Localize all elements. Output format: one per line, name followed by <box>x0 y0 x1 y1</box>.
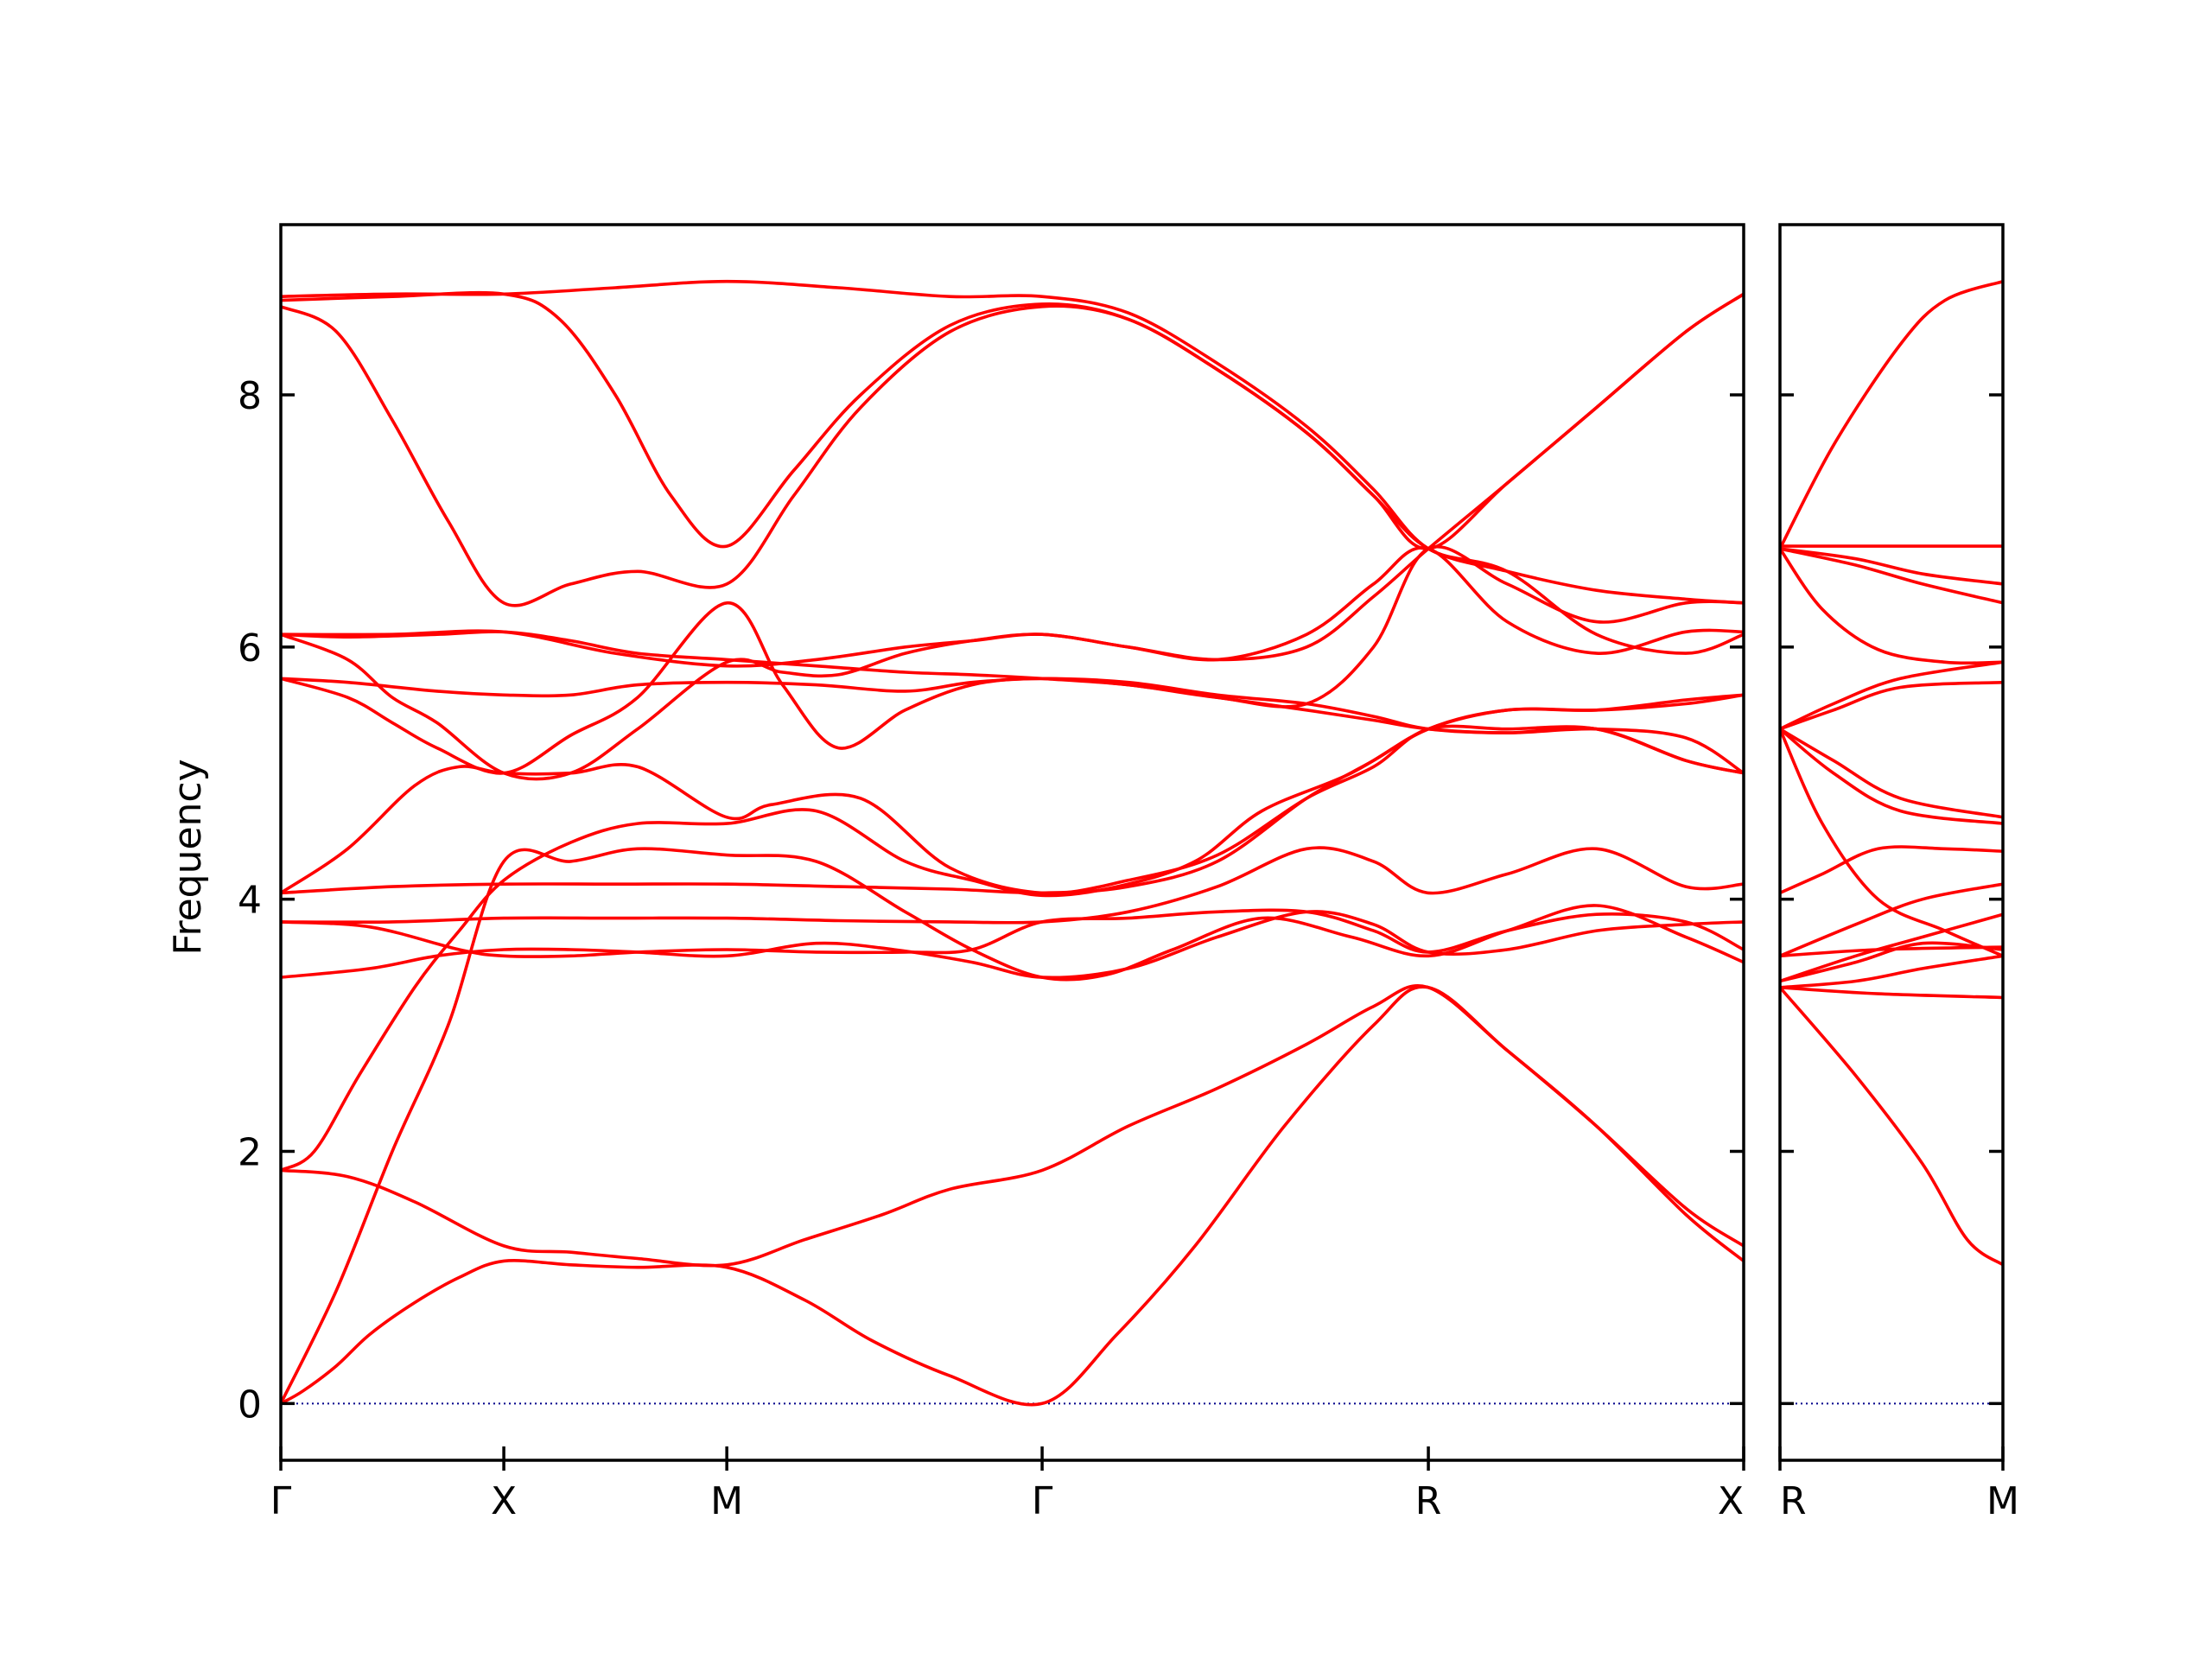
x-tick-label: X <box>1718 1479 1744 1523</box>
band-line-20 <box>1780 941 2003 983</box>
band-line-31 <box>1780 547 2003 605</box>
band-line-10 <box>281 677 1744 775</box>
band-lines <box>281 279 1744 1407</box>
band-line-14 <box>281 292 1744 607</box>
band-line-28 <box>1780 680 2003 731</box>
band-line-22 <box>1780 912 2003 983</box>
band-line-34 <box>1780 279 2003 550</box>
x-tick-label: Γ <box>1032 1479 1053 1523</box>
band-line-18 <box>1780 986 2003 1000</box>
band-line-19 <box>1780 954 2003 989</box>
band-line-5 <box>281 910 1744 980</box>
band-line-24 <box>1780 727 2003 958</box>
band-line-8 <box>281 693 1744 895</box>
band-line-32 <box>1780 547 2003 586</box>
band-line-0 <box>281 985 1744 1407</box>
band-line-1 <box>281 984 1744 1268</box>
band-line-2 <box>281 847 1744 1406</box>
band-line-26 <box>1780 727 2003 825</box>
y-tick-label: 6 <box>238 626 262 671</box>
band-line-6 <box>281 908 1744 958</box>
band-lines <box>1780 279 2003 1267</box>
x-tick-label: R <box>1780 1479 1807 1523</box>
band-line-25 <box>1780 845 2003 895</box>
band-line-30 <box>1780 547 2003 665</box>
band-panel-main: 0 2 4 6 8 Γ X M Γ R X <box>238 223 1745 1523</box>
band-line-9 <box>281 630 1744 775</box>
y-tick-label: 8 <box>238 374 262 418</box>
y-tick-label: 0 <box>238 1382 262 1427</box>
axes-frame <box>1778 223 2005 1462</box>
y-axis-title: Frequency <box>166 759 210 955</box>
band-line-29 <box>1780 660 2003 731</box>
x-tick-label: M <box>710 1479 743 1523</box>
band-line-23 <box>1780 882 2003 958</box>
band-line-7 <box>281 846 1744 925</box>
y-tick-label: 2 <box>238 1131 262 1175</box>
axes-frame <box>279 223 1745 1462</box>
x-tick-label: R <box>1415 1479 1442 1523</box>
band-line-13 <box>281 292 1744 668</box>
band-line-15 <box>281 290 1744 605</box>
band-line-17 <box>1780 986 2003 1267</box>
band-line-16 <box>281 279 1744 655</box>
band-line-27 <box>1780 727 2003 819</box>
x-tick-label: M <box>1986 1479 2019 1523</box>
x-tick-label: X <box>491 1479 517 1523</box>
x-tick-label: Γ <box>270 1479 292 1523</box>
y-tick-label: 4 <box>238 879 262 923</box>
